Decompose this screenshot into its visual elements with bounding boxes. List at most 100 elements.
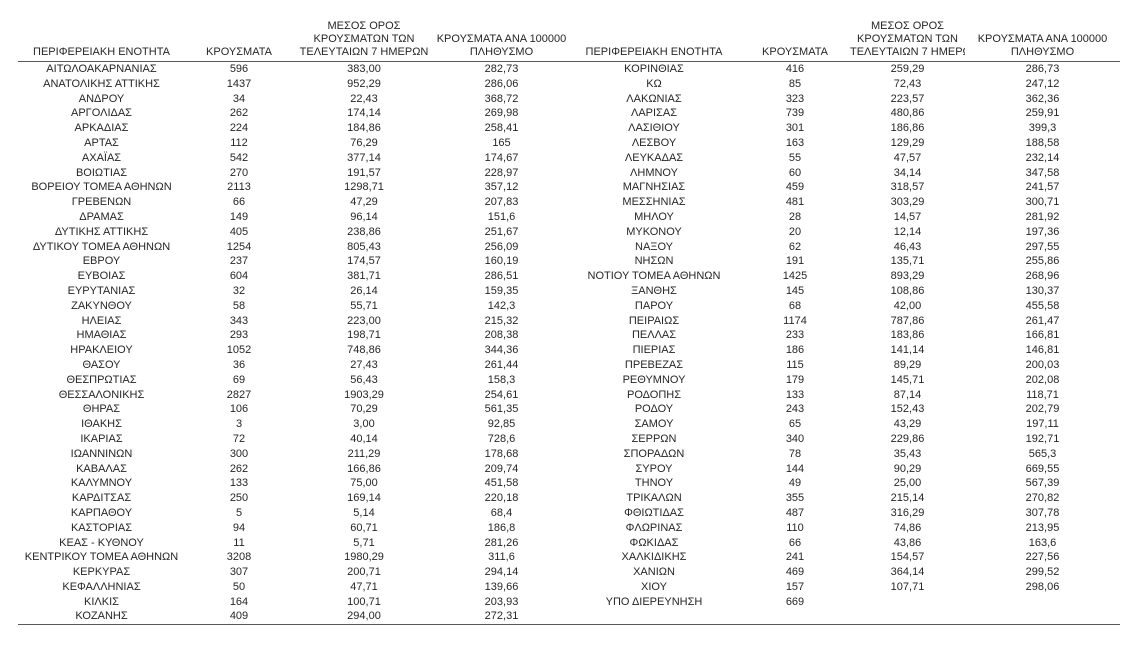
cases-cell: 542 (229, 151, 249, 164)
region-cell: ΧΙΟΥ (641, 580, 667, 593)
region-cell: ΗΜΑΘΙΑΣ (76, 329, 127, 342)
region-cell: ΚΟΖΑΝΗΣ (75, 610, 128, 623)
per100k-cell: 227,56 (1025, 551, 1060, 564)
cases-cell: 300 (229, 447, 249, 460)
per100k-cell: 142,3 (487, 299, 516, 312)
header-region-left-label: ΠΕΡΙΦΕΡΕΙΑΚΗ ΕΝΟΤΗΤΑ (33, 46, 170, 58)
avg7-cell: 47,29 (350, 196, 378, 209)
table-row: ΙΩΑΝΝΙΝΩΝ 300 211,29 178,68 ΣΠΟΡΑΔΩΝ 78 35,43 5… (18, 447, 1120, 462)
avg7-cell: 184,86 (347, 122, 381, 135)
avg7-cell: 43,86 (893, 536, 922, 549)
region-cell: ΠΕΛΛΑΣ (631, 329, 677, 342)
per100k-cell: 151,6 (487, 210, 516, 223)
avg7-cell: 198,71 (347, 329, 381, 342)
avg7-cell: 87,14 (893, 388, 922, 401)
cases-cell: 237 (229, 255, 249, 268)
cases-cell: 133 (229, 477, 249, 490)
cases-cell (740, 609, 850, 624)
per100k-cell: 368,72 (484, 92, 519, 105)
table-row: ΙΚΑΡΙΑΣ 72 40,14 728,6 ΣΕΡΡΩΝ 340 229,86 192,71 (18, 432, 1120, 447)
table-row: ΚΕΦΑΛΛΗΝΙΑΣ 50 47,71 139,66 ΧΙΟΥ 157 107,71 298… (18, 580, 1120, 595)
cases-cell: 3208 (226, 551, 252, 564)
table-row: ΚΑΒΑΛΑΣ 262 166,86 209,74 ΣΥΡΟΥ 144 90,29 669,5… (18, 462, 1120, 477)
per100k-cell: 197,36 (1025, 225, 1060, 238)
per100k-cell: 256,09 (484, 240, 519, 253)
avg7-cell: 108,86 (890, 284, 925, 297)
table-row: ΚΑΣΤΟΡΙΑΣ 94 60,71 186,8 ΦΛΩΡΙΝΑΣ 110 74,86 213… (18, 521, 1120, 536)
per100k-cell: 92,85 (487, 418, 516, 431)
avg7-cell: 89,29 (893, 358, 922, 371)
region-cell: ΣΕΡΡΩΝ (631, 432, 677, 445)
cases-cell: 60 (788, 166, 802, 179)
region-cell: ΒΟΡΕΙΟΥ ΤΟΜΕΑ ΑΘΗΝΩΝ (31, 181, 172, 194)
cases-cell: 58 (232, 299, 246, 312)
per100k-cell: 130,37 (1025, 284, 1060, 297)
cases-cell: 243 (785, 403, 805, 416)
region-cell: ΝΟΤΙΟΥ ΤΟΜΕΑ ΑΘΗΝΩΝ (587, 270, 721, 283)
avg7-cell: 318,57 (890, 181, 925, 194)
header-per100k-right: ΚΡΟΥΣΜΑΤΑ ΑΝΑ 100000 ΠΛΗΘΥΣΜΟ (965, 20, 1120, 62)
header-avg7-left: ΜΕΣΟΣ ΟΡΟΣ ΚΡΟΥΣΜΑΤΩΝ ΤΩΝ ΤΕΛΕΥΤΑΙΩΝ 7 Η… (293, 20, 435, 62)
cases-cell: 68 (788, 299, 802, 312)
header-region-left: ΠΕΡΙΦΕΡΕΙΑΚΗ ΕΝΟΤΗΤΑ (18, 20, 185, 62)
cases-cell: 487 (785, 506, 805, 519)
cases-cell: 50 (232, 580, 246, 593)
per100k-cell: 220,18 (484, 492, 519, 505)
avg7-cell: 5,71 (353, 536, 375, 549)
cases-cell: 596 (229, 63, 249, 75)
cases-cell: 301 (785, 122, 805, 135)
region-cell: ΘΕΣΣΑΛΟΝΙΚΗΣ (58, 388, 145, 401)
cases-cell: 262 (229, 462, 249, 475)
region-cell: ΙΚΑΡΙΑΣ (80, 432, 123, 445)
table-row: ΔΥΤΙΚΟΥ ΤΟΜΕΑ ΑΘΗΝΩΝ 1254 805,43 256,09 ΝΑΞΟ… (18, 240, 1120, 255)
avg7-cell: 46,43 (893, 240, 922, 253)
region-cell: ΕΥΡΥΤΑΝΙΑΣ (67, 284, 136, 297)
avg7-cell: 100,71 (347, 595, 381, 608)
avg7-cell: 748,86 (347, 344, 381, 357)
per100k-cell: 202,79 (1025, 403, 1060, 416)
table-row: ΗΜΑΘΙΑΣ 293 198,71 208,38 ΠΕΛΛΑΣ 233 183,86 166… (18, 328, 1120, 343)
cases-cell: 604 (229, 270, 249, 283)
avg7-cell: 169,14 (347, 492, 381, 505)
per100k-cell: 188,58 (1025, 136, 1060, 149)
per100k-cell: 146,81 (1025, 344, 1060, 357)
avg7-cell: 364,14 (890, 566, 925, 579)
avg7-cell: 26,14 (350, 284, 378, 297)
avg7-cell: 75,00 (350, 477, 378, 490)
avg7-cell: 42,00 (893, 299, 922, 312)
table-row: ΗΡΑΚΛΕΙΟΥ 1052 748,86 344,36 ΠΙΕΡΙΑΣ 186 141,1… (18, 343, 1120, 358)
region-cell: ΒΟΙΩΤΙΑΣ (75, 166, 128, 179)
avg7-cell: 135,71 (890, 255, 925, 268)
cases-cell: 250 (229, 492, 249, 505)
avg7-cell: 74,86 (893, 521, 922, 534)
region-cell: ΧΑΛΚΙΔΙΚΗΣ (621, 551, 687, 564)
per100k-cell: 455,58 (1025, 299, 1060, 312)
per100k-cell: 258,41 (484, 122, 519, 135)
avg7-cell: 129,29 (890, 136, 925, 149)
region-cell: ΣΠΟΡΑΔΩΝ (623, 447, 685, 460)
avg7-cell: 27,43 (350, 358, 378, 371)
region-cell: ΦΩΚΙΔΑΣ (629, 536, 679, 549)
region-cell: ΔΥΤΙΚΗΣ ΑΤΤΙΚΗΣ (54, 225, 149, 238)
header-avg7-right: ΜΕΣΟΣ ΟΡΟΣ ΚΡΟΥΣΜΑΤΩΝ ΤΩΝ ΤΕΛΕΥΤΑΙΩΝ 7 Η… (850, 20, 965, 62)
avg7-cell: 805,43 (347, 240, 381, 253)
region-cell: ΡΟΔΟΠΗΣ (626, 388, 682, 401)
per100k-cell: 561,35 (484, 403, 519, 416)
table-row: ΚΕΡΚΥΡΑΣ 307 200,71 294,14 ΧΑΝΙΩΝ 469 364,14 29… (18, 565, 1120, 580)
avg7-cell: 90,29 (893, 462, 922, 475)
avg7-cell: 223,57 (890, 92, 925, 105)
cases-cell: 66 (788, 536, 802, 549)
per100k-cell: 203,93 (484, 595, 519, 608)
cases-cell: 5 (235, 506, 243, 519)
per100k-cell: 259,91 (1025, 107, 1060, 120)
region-cell: ΔΡΑΜΑΣ (79, 210, 124, 223)
per100k-cell: 186,8 (487, 521, 516, 534)
region-cell: ΝΑΞΟΥ (635, 240, 673, 253)
table-row: ΕΥΒΟΙΑΣ 604 381,71 286,51 ΝΟΤΙΟΥ ΤΟΜΕΑ ΑΘΗΝΩ… (18, 269, 1120, 284)
avg7-cell: 191,57 (347, 166, 381, 179)
header-per100k-left-line2: ΠΛΗΘΥΣΜΟ (469, 46, 534, 58)
cases-cell: 355 (785, 492, 805, 505)
cases-cell: 72 (232, 432, 246, 445)
per100k-cell: 160,19 (484, 255, 519, 268)
